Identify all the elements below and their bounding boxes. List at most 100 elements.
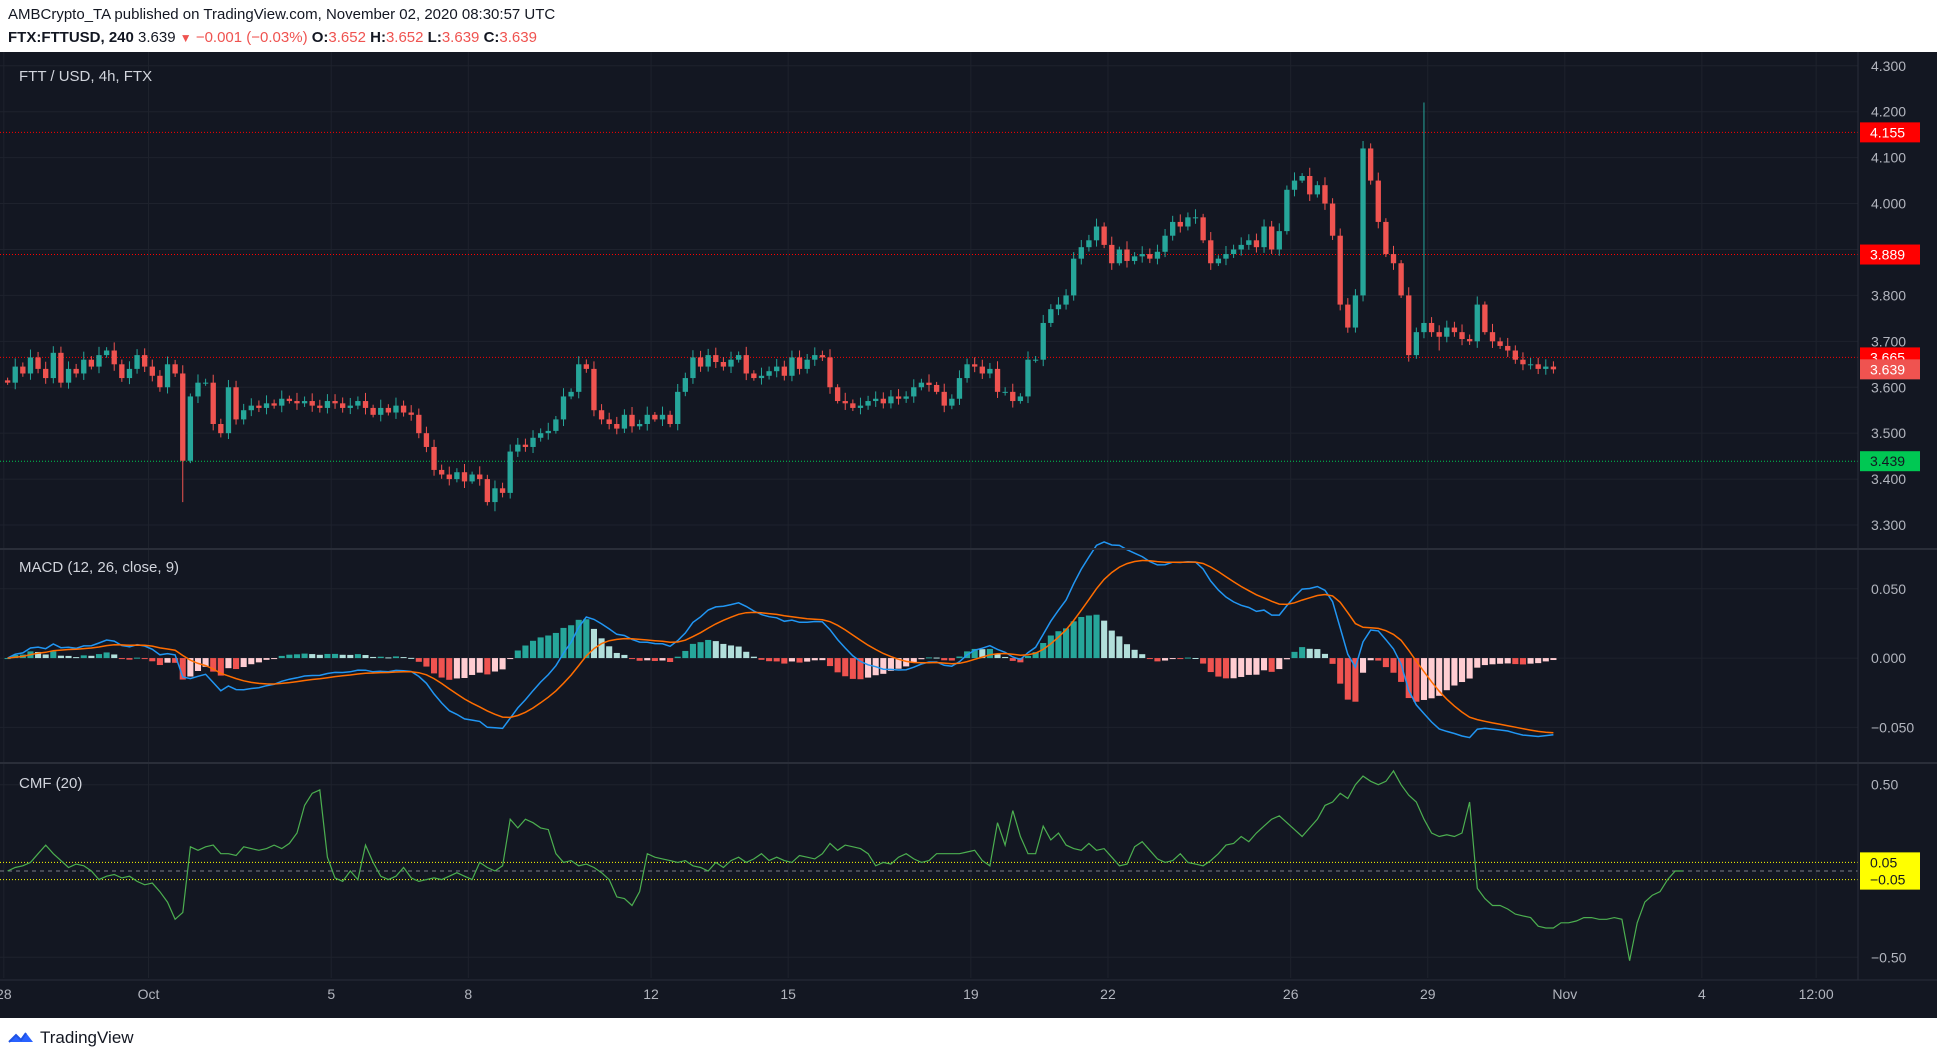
ohlc-low-value: 3.639 xyxy=(441,29,480,46)
macd-histogram-bar xyxy=(865,658,872,678)
symbol: FTX:FTTUSD, 240 xyxy=(8,29,134,46)
x-tick-label: 12:00 xyxy=(1799,986,1834,1002)
x-tick-label: Oct xyxy=(138,986,160,1002)
candle-body xyxy=(1436,332,1442,337)
candle-body xyxy=(751,373,757,379)
macd-histogram-bar xyxy=(1207,658,1214,673)
macd-histogram-bar xyxy=(1085,615,1092,659)
macd-histogram-bar xyxy=(1474,658,1481,668)
macd-histogram-bar xyxy=(979,649,986,659)
candle-body xyxy=(1398,263,1404,296)
candle-body xyxy=(1238,244,1244,250)
macd-histogram-bar xyxy=(918,658,925,660)
candle-body xyxy=(1482,304,1488,333)
candle-body xyxy=(621,414,628,429)
macd-histogram-bar xyxy=(758,658,765,660)
cmf-tick-label: 0.50 xyxy=(1871,777,1898,793)
candle-body xyxy=(1543,366,1549,369)
candle-body xyxy=(218,424,224,434)
macd-histogram-bar xyxy=(735,646,742,659)
footer[interactable]: TradingView xyxy=(8,1028,134,1048)
candle-body xyxy=(1253,240,1260,248)
macd-histogram-bar xyxy=(689,643,696,659)
macd-histogram-bar xyxy=(408,657,415,659)
candle-body xyxy=(926,382,932,385)
macd-histogram-bar xyxy=(986,648,993,659)
candle-body xyxy=(1208,240,1214,264)
candle-body xyxy=(720,362,727,367)
macd-histogram-bar xyxy=(438,658,445,678)
macd-histogram-bar xyxy=(1070,621,1077,659)
grid xyxy=(0,52,1858,978)
candle-body xyxy=(697,357,704,367)
macd-histogram-bar xyxy=(804,658,811,662)
macd-histogram-bar xyxy=(522,645,529,659)
candle-body xyxy=(12,366,18,383)
panel-separators xyxy=(0,548,1937,764)
candle-body xyxy=(804,359,810,369)
macd-histogram-bar xyxy=(172,658,179,663)
candle-body xyxy=(157,375,163,388)
macd-histogram-bar xyxy=(1413,658,1420,702)
candle-body xyxy=(873,398,879,402)
candle-body xyxy=(1322,185,1328,204)
candle-body xyxy=(461,472,468,482)
candle-body xyxy=(545,430,551,434)
candle-body xyxy=(819,355,826,358)
macd-histogram-bar xyxy=(766,658,773,662)
candle-body xyxy=(979,366,985,374)
symbol-info: FTX:FTTUSD, 240 3.639 ▼ −0.001 (−0.03%) … xyxy=(8,29,537,46)
macd-histogram-bar xyxy=(1375,658,1382,661)
candle-body xyxy=(149,366,155,376)
macd-histogram-bar xyxy=(811,658,818,661)
candle-body xyxy=(614,424,620,429)
macd-panel-title: MACD (12, 26, close, 9) xyxy=(19,559,179,576)
macd-histogram-bar xyxy=(842,658,849,677)
macd-histogram-bar xyxy=(1299,647,1306,659)
candle-body xyxy=(1230,249,1237,255)
macd-histogram-bar xyxy=(514,650,521,659)
macd-histogram-bar xyxy=(1329,658,1336,664)
candle-body xyxy=(210,382,216,424)
x-tick-label: 8 xyxy=(464,986,472,1002)
macd-histogram-bar xyxy=(255,658,262,663)
candle-body xyxy=(1337,235,1343,305)
candle-body xyxy=(1466,339,1473,342)
macd-histogram-bar xyxy=(316,654,323,659)
candle-body xyxy=(1002,391,1008,393)
macd-panel[interactable] xyxy=(4,541,1557,739)
candle-body xyxy=(690,357,696,379)
candle-body xyxy=(842,401,848,404)
axis-labels: 28 Oct 5 8 12 15 19 22 26 29 Nov 4 12:00 3.300 3.400 3.… xyxy=(0,58,1920,1002)
candle-body xyxy=(1063,295,1069,305)
candle-body xyxy=(119,364,125,379)
candles[interactable] xyxy=(4,102,1557,512)
candle-body xyxy=(1261,226,1267,248)
macd-histogram-bar xyxy=(1063,628,1070,659)
macd-histogram-bar xyxy=(400,657,407,659)
candle-body xyxy=(393,405,399,413)
tradingview-brand[interactable]: TradingView xyxy=(40,1028,134,1047)
candle-body xyxy=(499,488,506,493)
candle-body xyxy=(1489,332,1496,342)
candle-body xyxy=(1200,217,1206,241)
candle-body xyxy=(796,357,803,369)
candle-body xyxy=(73,368,79,374)
macd-histogram-bar xyxy=(1139,654,1146,659)
candle-body xyxy=(1185,217,1191,227)
macd-histogram-bar xyxy=(819,658,826,661)
candle-body xyxy=(477,474,483,480)
macd-histogram-bar xyxy=(796,658,803,663)
cmf-panel[interactable] xyxy=(0,769,1858,961)
macd-histogram-bar xyxy=(788,658,795,662)
candle-body xyxy=(454,472,460,480)
macd-histogram-bar xyxy=(385,657,392,659)
candle-body xyxy=(88,359,95,367)
candle-body xyxy=(1017,396,1024,402)
signal-line xyxy=(7,559,1554,734)
macd-histogram-bar xyxy=(1131,649,1138,659)
macd-histogram-bar xyxy=(362,655,369,659)
